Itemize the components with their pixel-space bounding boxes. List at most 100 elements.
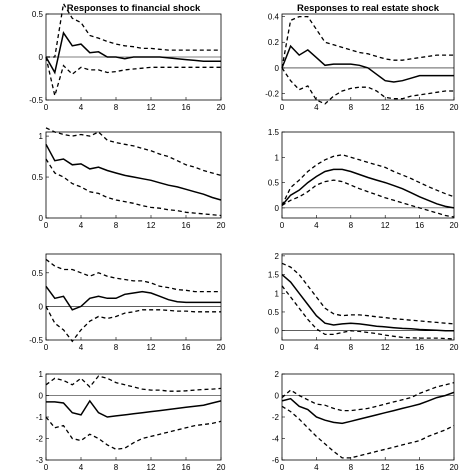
upper-band-line: [46, 1, 221, 58]
lower-band-line: [45, 158, 222, 217]
lower-band-line: [45, 56, 221, 96]
lower-band-line: [45, 306, 221, 343]
plot-frame: [45, 373, 222, 461]
panel-4: 0 4 8 12 16 20 0 0.5 1 1.5: [268, 128, 459, 230]
x-tick-label: 20: [217, 463, 226, 472]
y-tick-label: 0: [275, 64, 280, 73]
x-tick-label: 8: [114, 343, 119, 352]
panel-5: 0 4 8 12 16 20-0.500.5: [29, 253, 226, 352]
lower-band-line: [281, 405, 455, 459]
x-tick-label: 4: [79, 343, 84, 352]
x-tick-label: 12: [147, 463, 156, 472]
y-tick-label: 1: [275, 153, 280, 162]
upper-band-line: [45, 375, 222, 392]
y-tick-label: 0.5: [32, 10, 44, 19]
plot-frame: [281, 253, 455, 341]
y-tick-label: -2: [36, 435, 44, 444]
x-tick-label: 8: [114, 463, 119, 472]
y-tick-label: 0: [275, 204, 280, 213]
y-tick-label: -0.5: [29, 96, 43, 105]
x-tick-label: 16: [415, 463, 424, 472]
upper-band-line: [45, 127, 222, 177]
y-tick-label: 0.4: [268, 13, 280, 22]
x-tick-label: 16: [182, 343, 191, 352]
x-tick-label: 16: [182, 463, 191, 472]
x-tick-label: 20: [217, 221, 226, 230]
x-tick-label: 16: [415, 103, 424, 112]
y-tick-label: 2: [275, 370, 280, 379]
x-tick-label: 4: [314, 221, 319, 230]
y-tick-label: 0: [275, 392, 280, 401]
plot-frame: [45, 253, 222, 341]
x-tick-label: 12: [381, 221, 390, 230]
irf-line: [281, 168, 455, 209]
y-tick-label: 0: [39, 392, 44, 401]
x-tick-label: 0: [44, 343, 49, 352]
y-tick-label: 1: [39, 132, 44, 141]
plot-frame: [281, 13, 455, 101]
x-tick-label: 12: [147, 103, 156, 112]
x-tick-label: 4: [314, 343, 319, 352]
x-tick-label: 12: [381, 343, 390, 352]
y-tick-label: 0.5: [32, 269, 44, 278]
upper-band-line: [45, 258, 221, 293]
y-tick-label: -2: [272, 413, 280, 422]
x-tick-label: 16: [415, 221, 424, 230]
x-tick-label: 12: [147, 343, 156, 352]
plot-frame: [45, 131, 222, 219]
x-tick-label: 16: [182, 221, 191, 230]
y-tick-label: 0: [39, 53, 44, 62]
y-tick-label: 0: [39, 214, 44, 223]
irf-line: [45, 285, 221, 311]
irf-line: [281, 391, 455, 425]
x-tick-label: 0: [280, 221, 285, 230]
x-tick-label: 16: [182, 103, 191, 112]
y-tick-label: 0.5: [268, 308, 280, 317]
x-tick-label: 12: [381, 103, 390, 112]
y-tick-label: 0.5: [268, 179, 280, 188]
x-tick-label: 20: [450, 221, 459, 230]
y-tick-label: -0.2: [265, 90, 279, 99]
upper-band-line: [281, 15, 454, 69]
panel-3: 0 4 8 12 16 20 0 0.5 1: [32, 127, 226, 230]
lower-band-line: [281, 179, 455, 218]
y-tick-label: 0: [275, 327, 280, 336]
x-tick-label: 0: [44, 103, 49, 112]
x-tick-label: 8: [349, 221, 354, 230]
x-tick-label: 8: [349, 103, 354, 112]
x-tick-label: 4: [79, 463, 84, 472]
x-tick-label: 20: [217, 343, 226, 352]
panel-7: 0 4 8 12 16 20 -3 -2 -1 0 1: [36, 370, 226, 472]
lower-band-line: [45, 416, 222, 450]
y-tick-label: -4: [272, 435, 280, 444]
x-tick-label: 8: [114, 221, 119, 230]
y-tick-label: 1.5: [268, 128, 280, 137]
y-tick-label: 1: [275, 289, 280, 298]
x-tick-label: 8: [349, 463, 354, 472]
y-tick-label: 0.5: [32, 173, 44, 182]
lower-band-line: [281, 67, 454, 105]
x-tick-label: 16: [415, 343, 424, 352]
x-tick-label: 4: [314, 103, 319, 112]
x-tick-label: 20: [217, 103, 226, 112]
y-tick-label: -3: [36, 456, 44, 465]
y-tick-label: -0.5: [29, 336, 43, 345]
x-tick-label: 8: [114, 103, 119, 112]
y-tick-label: 0: [39, 302, 44, 311]
irf-line: [45, 31, 221, 75]
upper-band-line: [281, 154, 455, 206]
x-tick-label: 20: [450, 343, 459, 352]
y-tick-label: -1: [36, 413, 44, 422]
x-tick-label: 8: [349, 343, 354, 352]
x-tick-label: 0: [44, 463, 49, 472]
x-tick-label: 20: [450, 463, 459, 472]
panel-6: 0 4 8 12 16 20 0 0.5 1 1.5 2: [268, 252, 459, 352]
x-tick-label: 20: [450, 103, 459, 112]
panel-title: Responses to financial shock: [67, 3, 201, 14]
upper-band-line: [281, 381, 455, 412]
y-tick-label: 2: [275, 252, 280, 261]
irf-line: [281, 44, 454, 83]
